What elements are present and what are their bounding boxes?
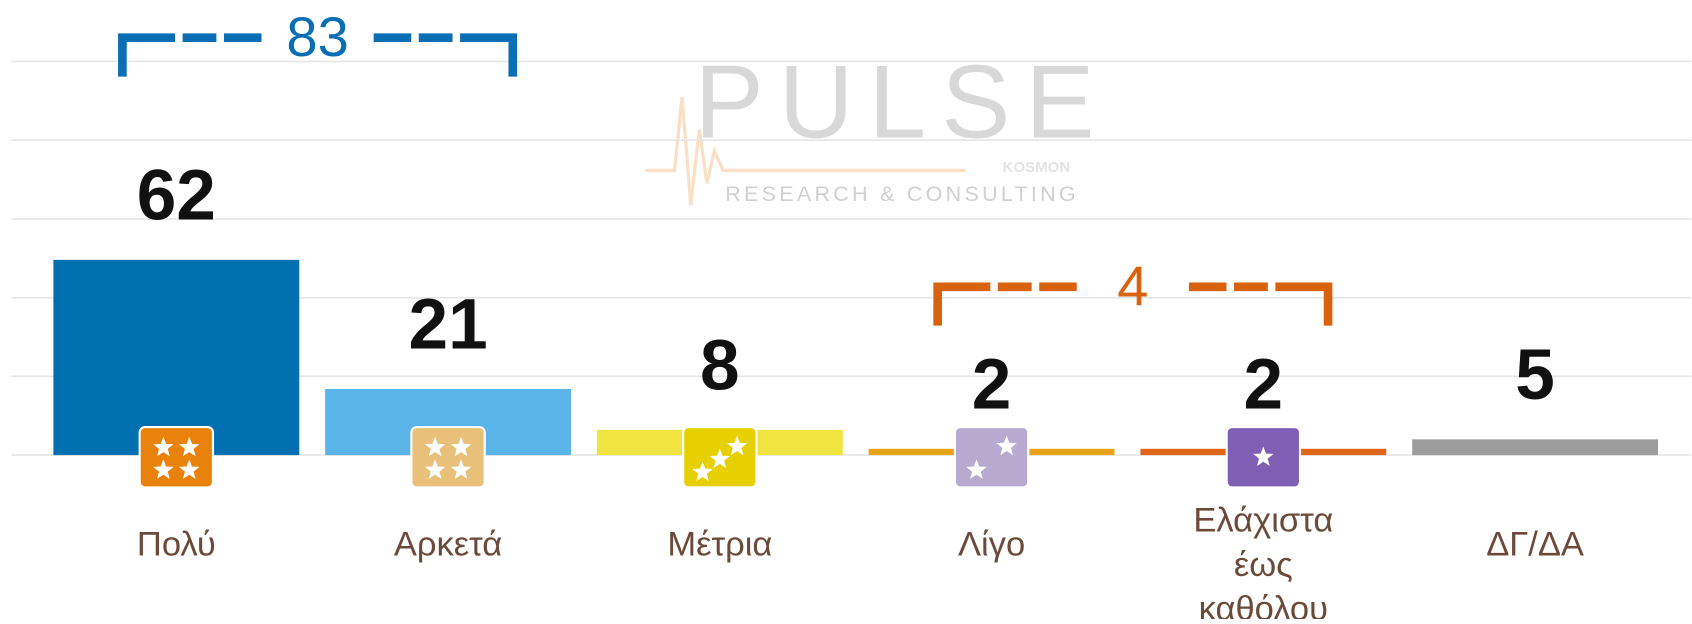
- icon-star: [709, 448, 731, 469]
- icon-star: [726, 435, 748, 456]
- x-tick-label: Ελάχιστα έως καθόλου: [1193, 500, 1334, 619]
- bracket-line: [373, 33, 518, 77]
- value-label: 2: [1244, 345, 1284, 424]
- x-tick-label: Μέτρια: [667, 524, 773, 563]
- value-label: 5: [1515, 336, 1555, 415]
- category-label-box: Αρκετά: [393, 524, 503, 563]
- icon-star: [179, 459, 200, 479]
- category-label-box: Μέτρια: [667, 524, 773, 563]
- bracket-line: [1188, 282, 1333, 326]
- x-tick-label: Αρκετά: [393, 524, 503, 563]
- icon-star: [996, 435, 1017, 456]
- icon-star: [424, 436, 446, 457]
- watermark: PULSE KOSMON RESEARCH & CONSULTING: [645, 43, 1094, 206]
- value-label: 8: [700, 326, 740, 405]
- value-label: 62: [137, 156, 216, 235]
- category-label-box: Ελάχιστα έως καθόλου: [1193, 500, 1334, 619]
- icon-star: [450, 436, 472, 457]
- bracket-line: [933, 282, 1077, 326]
- value-label: 21: [408, 285, 487, 364]
- x-tick-label: ΔΓ/ΔΑ: [1486, 524, 1584, 563]
- category-icon: [410, 425, 486, 489]
- icon-star: [1253, 446, 1274, 466]
- bar: [1412, 439, 1659, 456]
- bracket: 83: [118, 5, 518, 77]
- icon-star: [153, 436, 174, 457]
- value-label: 2: [972, 345, 1012, 424]
- icon-star: [153, 459, 174, 479]
- category-icon: [138, 425, 215, 489]
- icon-star: [966, 459, 987, 479]
- x-tick-label: Λίγο: [958, 524, 1026, 563]
- category-icon: [953, 425, 1030, 489]
- watermark-brand: KOSMON: [1002, 159, 1070, 176]
- watermark-pulse: [645, 96, 966, 206]
- bracket: 4: [933, 254, 1333, 326]
- category-label-box: ΔΓ/ΔΑ: [1486, 524, 1584, 563]
- icon-star: [450, 459, 472, 479]
- category-label-box: Πολύ: [136, 524, 216, 563]
- icon-star: [179, 436, 200, 457]
- bar: [53, 259, 300, 456]
- x-tick-label: Πολύ: [136, 524, 216, 563]
- category-label-box: Λίγο: [958, 524, 1026, 563]
- bracket-line: [118, 33, 262, 77]
- icon-star: [692, 461, 713, 482]
- watermark-subtitle: RESEARCH & CONSULTING: [725, 181, 1079, 206]
- bracket-label: 83: [286, 5, 348, 68]
- bracket-label: 4: [1117, 254, 1148, 317]
- icon-star: [424, 459, 446, 479]
